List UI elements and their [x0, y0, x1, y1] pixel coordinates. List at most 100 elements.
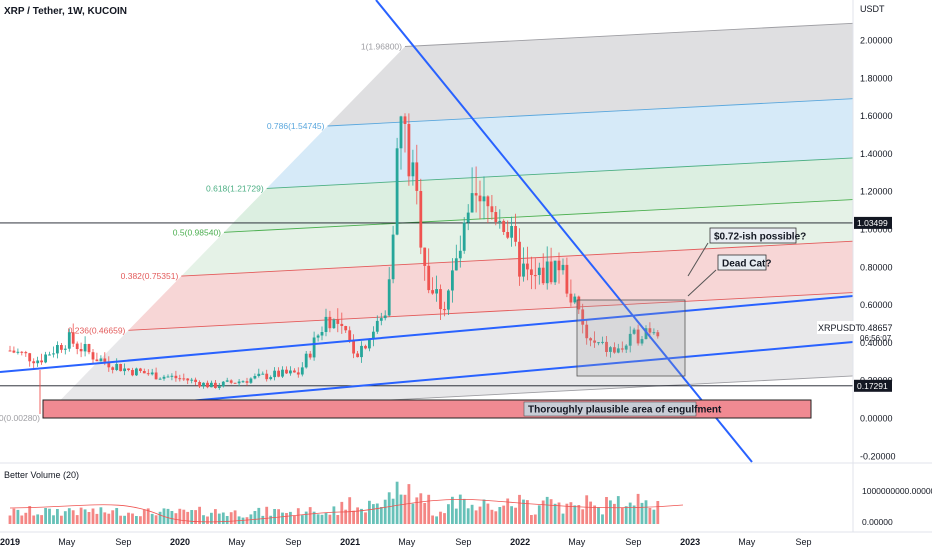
- volume-bar: [214, 509, 217, 524]
- volume-bar: [158, 511, 162, 524]
- candle: [16, 348, 20, 355]
- candle: [494, 206, 498, 226]
- fib-line-0: [404, 22, 854, 47]
- candle: [597, 342, 600, 346]
- volume-bar: [466, 508, 470, 524]
- candle: [229, 379, 233, 385]
- symbol-tag: XRPUSDT: [818, 323, 862, 333]
- candle: [379, 312, 383, 326]
- candle: [289, 366, 292, 376]
- candle: [506, 220, 510, 240]
- volume-bar: [344, 509, 348, 524]
- volume-bar: [265, 506, 269, 524]
- time-axis[interactable]: 2019 May Sep 2020 May Sep 2021 May Sep 2022 May Sep…: [0, 537, 812, 547]
- bar-countdown: 06:56:07: [860, 334, 892, 343]
- candle: [447, 289, 450, 315]
- volume-bar: [628, 502, 632, 524]
- upper-channel-line[interactable]: [0, 295, 854, 373]
- volume-tick-high: 1000000000.00000: [862, 486, 932, 496]
- volume-bar: [411, 503, 415, 524]
- volume-bar: [451, 496, 454, 524]
- volume-bar: [561, 513, 565, 524]
- annotations[interactable]: $0.72-ish possible? Dead Cat? Thoroughly…: [42, 227, 812, 419]
- volume-bar: [352, 510, 355, 524]
- candle: [158, 377, 162, 380]
- volume-bar: [498, 507, 502, 524]
- candle: [628, 326, 632, 353]
- volume-bar: [656, 501, 660, 524]
- candle: [162, 374, 166, 381]
- volume-bar: [364, 512, 367, 524]
- volume-bar: [537, 505, 541, 524]
- candle: [253, 373, 257, 380]
- volume-bar: [217, 513, 221, 524]
- volume-bar: [395, 481, 399, 524]
- volume-bar: [206, 516, 209, 524]
- candle: [502, 219, 506, 235]
- candle: [652, 328, 656, 335]
- volume-bar: [296, 508, 300, 524]
- candle: [221, 381, 225, 388]
- volume-bar: [304, 511, 308, 524]
- zone-label-box: [523, 401, 697, 417]
- candle: [245, 377, 249, 386]
- volume-bar: [616, 496, 620, 524]
- candle: [344, 325, 348, 333]
- volume-bar: [526, 500, 529, 524]
- volume-bar: [375, 503, 379, 524]
- callout-box-2[interactable]: [717, 254, 767, 271]
- volume-bar: [12, 508, 16, 524]
- fib-label-4: 0.382(0.75351): [121, 271, 179, 281]
- candle: [154, 367, 158, 380]
- volume-bar: [56, 509, 59, 524]
- time-label-6: 2021: [340, 537, 360, 547]
- volume-title: Better Volume (20): [4, 470, 79, 480]
- volume-bar: [99, 507, 103, 524]
- volume-bar: [356, 507, 359, 524]
- volume-bar: [549, 499, 553, 524]
- candle: [300, 362, 304, 377]
- candle: [454, 244, 458, 271]
- candle: [269, 375, 273, 381]
- volume-bar: [470, 504, 474, 524]
- volume-bar: [174, 513, 178, 524]
- price-tick-0: 2.00000: [860, 36, 893, 46]
- fib-line-5: [128, 292, 854, 331]
- candle: [545, 246, 549, 290]
- fib-label-3: 0.5(0.98540): [173, 227, 221, 237]
- candle: [458, 235, 462, 268]
- candle: [178, 374, 182, 382]
- volume-bar: [131, 513, 134, 524]
- candle: [411, 149, 415, 186]
- candle: [142, 368, 146, 374]
- volume-bar: [348, 497, 352, 524]
- volume-bar: [462, 498, 466, 524]
- candle: [56, 341, 59, 359]
- candle: [87, 343, 91, 355]
- callout-box-1[interactable]: [709, 227, 797, 244]
- range-box[interactable]: [576, 299, 686, 377]
- volume-bar: [372, 504, 375, 524]
- candle: [656, 330, 660, 339]
- candle: [119, 363, 122, 372]
- candle: [375, 315, 379, 334]
- volume-bar: [613, 503, 616, 524]
- volume-bar: [253, 511, 257, 524]
- zone-label-text: Thoroughly plausible area of engulfment: [528, 405, 722, 416]
- candle: [581, 303, 585, 334]
- volume-bar: [75, 515, 79, 524]
- volume-bar: [300, 515, 304, 524]
- volume-bar: [95, 513, 99, 524]
- volume-bar: [581, 509, 585, 524]
- time-label-7: May: [398, 537, 416, 547]
- candle: [249, 377, 253, 384]
- price-badges: 1.03499 0.17291: [854, 216, 892, 392]
- descending-trendline[interactable]: [375, 0, 753, 463]
- candle: [257, 368, 261, 378]
- candle: [616, 343, 620, 354]
- volume-bar: [60, 515, 63, 524]
- candle: [324, 308, 328, 337]
- price-tick-4: 1.20000: [860, 187, 893, 197]
